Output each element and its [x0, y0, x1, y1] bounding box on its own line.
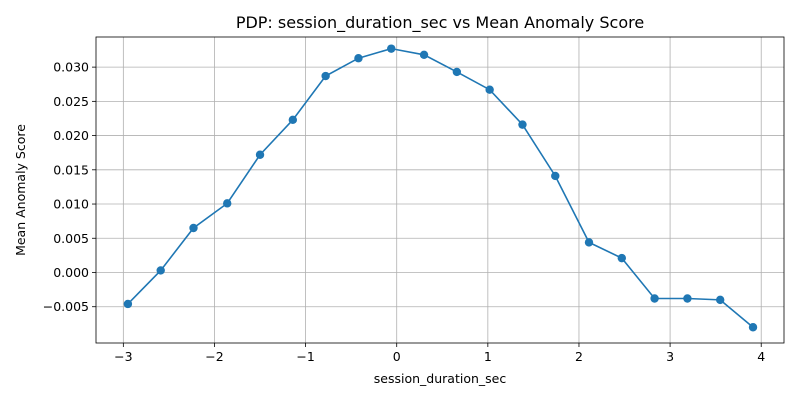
y-tick-label: 0.010 [53, 197, 89, 212]
x-tick-label: −1 [296, 349, 314, 364]
x-tick-label: 2 [575, 349, 583, 364]
x-axis-label: session_duration_sec [374, 371, 507, 386]
y-tick-label: 0.025 [53, 94, 89, 109]
y-tick-label: 0.005 [53, 231, 89, 246]
data-point [354, 54, 363, 63]
series-layer [123, 44, 758, 332]
chart-title: PDP: session_duration_sec vs Mean Anomal… [236, 13, 644, 33]
data-point [223, 199, 232, 208]
tick-layer: −3 −2 −1 0 1 2 3 4 −0.005 0.000 0.005 0.010 0.015 0.0… [43, 60, 766, 364]
data-point [551, 171, 560, 181]
x-tick-label: −2 [205, 349, 223, 364]
plot-frame [95, 36, 785, 344]
data-point [452, 67, 462, 77]
x-tick-label: 4 [757, 349, 765, 364]
data-point [716, 295, 725, 305]
data-point [617, 253, 626, 263]
y-tick-label: 0.020 [53, 128, 89, 143]
data-point [584, 238, 594, 247]
data-point [518, 120, 527, 129]
series-line [127, 47, 754, 328]
data-point [255, 150, 265, 159]
y-axis-label: Mean Anomaly Score [13, 124, 28, 256]
data-point [156, 266, 165, 275]
grid-layer [96, 37, 784, 343]
y-tick-label: −0.005 [43, 299, 89, 314]
data-point [419, 50, 429, 59]
y-tick-label: 0.000 [53, 265, 89, 280]
x-tick-label: 3 [666, 349, 674, 364]
y-tick-label: 0.015 [53, 162, 89, 177]
data-point [650, 294, 659, 303]
data-point [288, 115, 298, 125]
x-tick-label: 0 [393, 349, 401, 364]
data-point [321, 71, 330, 81]
data-point [683, 294, 692, 303]
data-point [387, 44, 396, 53]
data-point [123, 299, 133, 309]
y-tick-label: 0.030 [53, 60, 89, 75]
data-point [748, 323, 758, 332]
data-point [189, 223, 198, 233]
x-tick-label: −3 [114, 349, 132, 364]
x-tick-label: 1 [484, 349, 492, 364]
data-point [485, 85, 494, 94]
